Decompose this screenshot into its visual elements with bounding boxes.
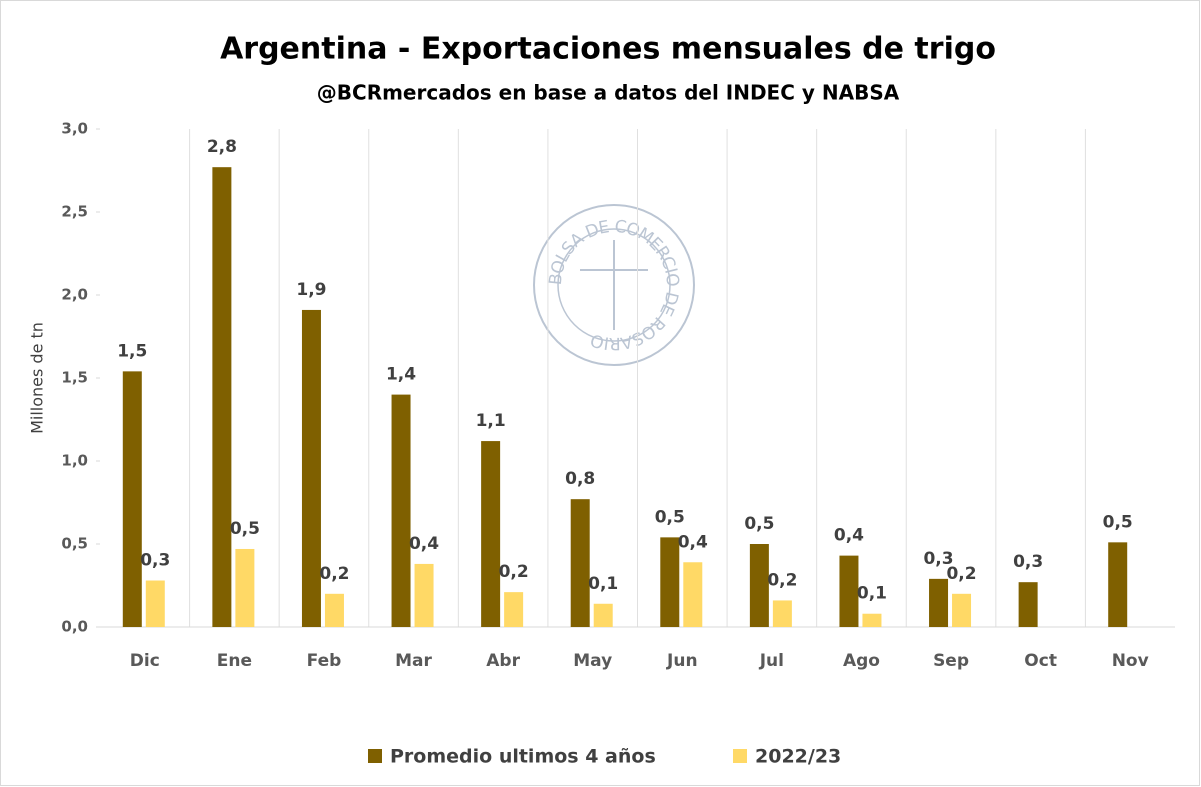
watermark: BOLSA DE COMERCIO DE ROSARIO <box>533 204 695 366</box>
bar <box>660 537 680 627</box>
x-tick-label: Feb <box>307 651 342 671</box>
bar <box>929 578 949 627</box>
legend-swatch <box>733 749 747 763</box>
y-tick-label: 0,0 <box>61 618 88 636</box>
x-tick-label: Nov <box>1112 651 1149 671</box>
data-label: 0,4 <box>678 532 708 552</box>
data-label: 0,3 <box>1013 552 1043 572</box>
bar <box>414 563 434 627</box>
bar <box>749 544 769 627</box>
legend-label: 2022/23 <box>755 746 841 768</box>
data-label: 0,2 <box>767 570 797 590</box>
data-label: 1,9 <box>296 280 326 300</box>
y-axis-label: Millones de tn <box>28 322 47 434</box>
data-label: 1,5 <box>117 341 147 361</box>
bar <box>839 555 859 627</box>
data-label: 0,2 <box>319 564 349 584</box>
bar <box>235 548 255 627</box>
data-label: 0,1 <box>857 584 887 604</box>
bar <box>1018 582 1038 627</box>
data-label: 0,3 <box>923 549 953 569</box>
data-label: 0,5 <box>230 519 260 539</box>
bar <box>301 309 321 627</box>
bar <box>481 441 501 627</box>
x-tick-label: Ene <box>217 651 252 671</box>
x-tick-label: Jun <box>666 651 698 671</box>
bar <box>683 562 703 627</box>
x-tick-label: Jul <box>759 651 784 671</box>
bar <box>391 394 411 627</box>
data-label: 1,4 <box>386 365 416 385</box>
x-tick-label: Sep <box>933 651 969 671</box>
bar <box>1108 542 1128 627</box>
data-label: 0,4 <box>834 526 864 546</box>
bar <box>145 580 165 627</box>
data-label: 0,5 <box>655 507 685 527</box>
data-label: 0,3 <box>140 551 170 571</box>
y-tick-label: 1,5 <box>61 369 88 387</box>
y-tick-label: 1,0 <box>61 452 88 470</box>
data-label: 1,1 <box>476 411 506 431</box>
data-label: 0,1 <box>588 574 618 594</box>
x-tick-label: Mar <box>395 651 432 671</box>
x-tick-label: May <box>573 651 612 671</box>
bar <box>570 499 590 627</box>
data-label: 2,8 <box>207 137 237 157</box>
bar <box>212 167 232 627</box>
x-tick-label: Ago <box>843 651 880 671</box>
data-label: 0,4 <box>409 534 439 554</box>
data-label: 0,2 <box>946 564 976 584</box>
data-label: 0,2 <box>499 562 529 582</box>
y-tick-label: 2,5 <box>61 203 88 221</box>
bar <box>862 613 882 627</box>
x-tick-label: Oct <box>1024 651 1057 671</box>
data-label: 0,5 <box>744 514 774 534</box>
y-tick-label: 0,5 <box>61 535 88 553</box>
chart-title: Argentina - Exportaciones mensuales de t… <box>220 32 996 67</box>
x-tick-label: Abr <box>486 651 520 671</box>
y-tick-label: 3,0 <box>61 120 88 138</box>
bar <box>324 593 344 627</box>
data-label: 0,5 <box>1103 512 1133 532</box>
x-tick-label: Dic <box>130 651 160 671</box>
data-label: 0,8 <box>565 469 595 489</box>
chart-subtitle: @BCRmercados en base a datos del INDEC y… <box>317 81 900 105</box>
bar <box>504 592 524 627</box>
legend-label: Promedio ultimos 4 años <box>390 746 656 768</box>
y-tick-label: 2,0 <box>61 286 88 304</box>
legend-swatch <box>368 749 382 763</box>
bar <box>593 603 613 627</box>
bar <box>952 593 972 627</box>
bar <box>772 600 792 627</box>
bar <box>122 371 142 627</box>
